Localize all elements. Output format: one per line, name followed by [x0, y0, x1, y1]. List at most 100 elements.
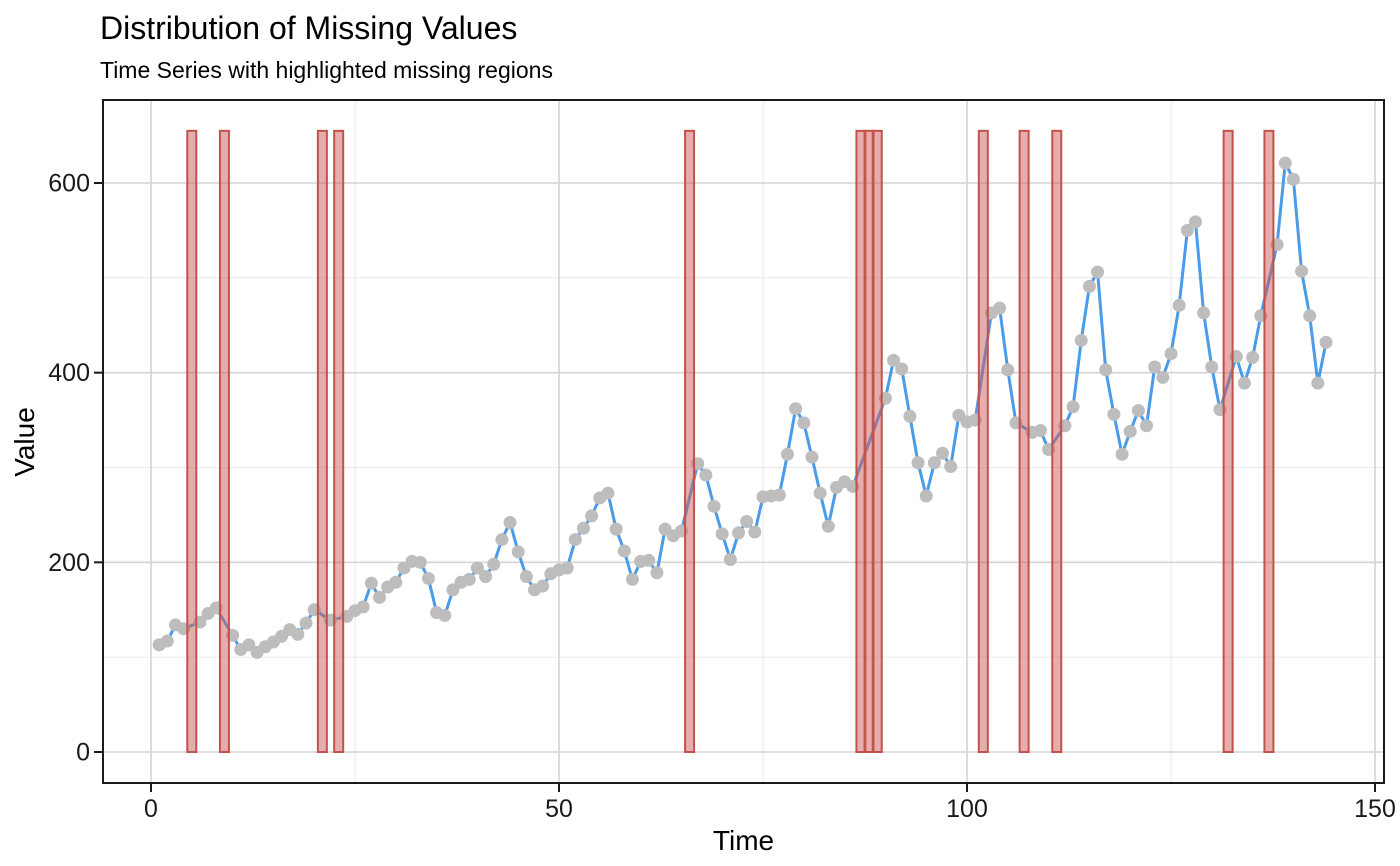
data-point	[160, 634, 174, 648]
data-point	[470, 561, 484, 575]
data-point	[789, 402, 803, 416]
axis-ticks	[94, 182, 1376, 792]
data-point	[1091, 265, 1105, 279]
data-point	[805, 450, 819, 464]
data-point	[1188, 215, 1202, 229]
chart-title: Distribution of Missing Values	[100, 10, 518, 46]
data-point	[1303, 309, 1317, 323]
missing-region-bar	[1222, 129, 1234, 753]
data-point	[1286, 172, 1300, 186]
missing-region-bar	[1018, 129, 1030, 753]
gridlines-major	[103, 100, 1384, 783]
data-point	[356, 600, 370, 614]
data-point	[242, 638, 256, 652]
data-point	[1074, 333, 1088, 347]
missing-region-bar	[333, 129, 345, 753]
data-point	[576, 521, 590, 535]
missing-region-bar	[186, 129, 198, 753]
missing-region-bar	[684, 129, 696, 753]
data-point	[511, 545, 525, 559]
data-point	[821, 519, 835, 533]
data-point	[1066, 400, 1080, 414]
data-point	[919, 489, 933, 503]
data-point	[740, 515, 754, 529]
data-point	[1180, 223, 1194, 237]
data-point	[1123, 424, 1137, 438]
data-point	[887, 353, 901, 367]
data-point	[1033, 424, 1047, 438]
data-point	[625, 572, 639, 586]
gridlines-minor	[103, 100, 1384, 783]
x-tick-label: 100	[946, 795, 988, 823]
data-point	[1197, 306, 1211, 320]
data-point	[927, 456, 941, 470]
data-point	[813, 486, 827, 500]
data-point	[1278, 156, 1292, 170]
data-point	[536, 579, 550, 593]
missing-region-bar	[871, 129, 883, 753]
data-point	[495, 533, 509, 547]
data-point	[903, 409, 917, 423]
data-point	[1172, 298, 1186, 312]
missing-region-bar	[977, 129, 989, 753]
y-tick-label: 200	[48, 549, 90, 577]
missing-region-bar	[1051, 129, 1063, 753]
missing-region-bar	[1263, 129, 1275, 753]
data-point	[993, 301, 1007, 315]
data-point	[1205, 360, 1219, 374]
data-point	[413, 555, 427, 569]
x-tick-label: 50	[545, 795, 573, 823]
y-tick-label: 400	[48, 359, 90, 387]
data-point	[372, 590, 386, 604]
missing-region-bars	[186, 129, 1275, 753]
data-point	[936, 446, 950, 460]
data-point	[944, 460, 958, 474]
data-point	[723, 552, 737, 566]
data-point	[732, 526, 746, 540]
data-point	[797, 416, 811, 430]
data-point	[560, 561, 574, 575]
data-point	[299, 616, 313, 630]
data-point	[291, 627, 305, 641]
data-point	[364, 576, 378, 590]
data-point	[780, 447, 794, 461]
data-point	[1237, 376, 1251, 390]
panel-border	[102, 99, 1385, 784]
data-point	[715, 527, 729, 541]
data-point	[503, 516, 517, 530]
data-point	[421, 571, 435, 585]
missing-region-bar	[316, 129, 328, 753]
missing-region-bar	[218, 129, 230, 753]
data-point	[650, 566, 664, 580]
data-point	[1001, 363, 1015, 377]
data-point	[1099, 363, 1113, 377]
data-point	[585, 509, 599, 523]
y-tick-label: 0	[76, 739, 90, 767]
data-point	[1156, 370, 1170, 384]
data-point	[1319, 335, 1333, 349]
data-point	[642, 553, 656, 567]
x-axis-title: Time	[713, 825, 774, 856]
data-point	[609, 522, 623, 536]
data-point	[601, 486, 615, 500]
data-point	[617, 544, 631, 558]
data-point	[1246, 350, 1260, 364]
data-point	[519, 570, 533, 584]
data-point	[748, 525, 762, 539]
x-tick-label: 150	[1354, 795, 1396, 823]
data-point	[1107, 407, 1121, 421]
data-point	[1164, 347, 1178, 361]
y-axis-title: Value	[9, 407, 40, 477]
data-point	[438, 608, 452, 622]
data-point	[1131, 404, 1145, 418]
y-axis-tick-labels: 0 200 400 600	[48, 170, 90, 767]
plot-panel	[103, 100, 1384, 783]
data-point	[568, 533, 582, 547]
data-point	[1140, 419, 1154, 433]
y-tick-label: 600	[48, 170, 90, 198]
data-point	[699, 468, 713, 482]
data-point	[1082, 279, 1096, 293]
data-point	[772, 488, 786, 502]
data-point	[707, 499, 721, 513]
